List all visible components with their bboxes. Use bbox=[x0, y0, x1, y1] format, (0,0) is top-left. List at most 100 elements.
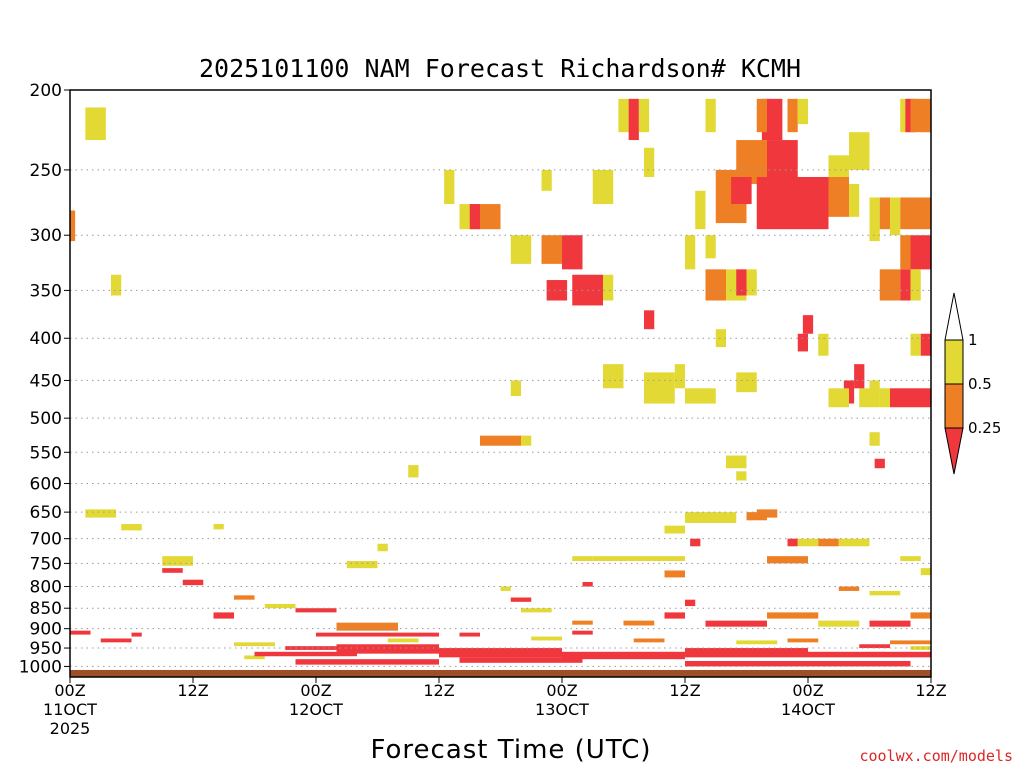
heatmap-cell bbox=[910, 269, 921, 301]
x-tick-label: 2025 bbox=[50, 719, 91, 738]
ground-layer bbox=[70, 669, 931, 677]
x-tick-label: 00Z bbox=[792, 681, 823, 700]
heatmap-cell bbox=[623, 620, 655, 626]
heatmap-cell bbox=[879, 197, 890, 230]
heatmap-cell bbox=[731, 177, 752, 205]
heatmap-cell bbox=[162, 556, 193, 566]
heatmap-cell bbox=[582, 581, 593, 587]
heatmap-cell bbox=[802, 315, 814, 334]
x-tick-label: 00Z bbox=[54, 681, 85, 700]
heatmap-cell bbox=[70, 210, 76, 242]
heatmap-cell bbox=[131, 632, 142, 637]
heatmap-cell bbox=[336, 622, 398, 631]
heatmap-cell bbox=[685, 599, 696, 607]
legend-swatch-yellow bbox=[944, 339, 964, 385]
heatmap-cell bbox=[797, 333, 808, 352]
heatmap-cell bbox=[690, 538, 701, 547]
heatmap-cell bbox=[541, 235, 562, 264]
gridlines bbox=[70, 169, 931, 667]
heatmap-cell bbox=[756, 98, 767, 133]
heatmap-cell bbox=[500, 586, 511, 591]
heatmap-cell bbox=[879, 269, 901, 301]
heatmap-cell bbox=[603, 364, 624, 389]
heatmap-cell bbox=[664, 525, 685, 534]
heatmap-cell bbox=[900, 269, 911, 301]
heatmap-cell bbox=[546, 280, 568, 301]
heatmap-cell bbox=[920, 333, 931, 356]
heatmap-cell bbox=[767, 612, 819, 619]
plot-frame bbox=[69, 89, 932, 678]
heatmap-cell bbox=[618, 98, 629, 133]
heatmap-cell bbox=[869, 197, 880, 242]
credit-text: coolwx.com/models bbox=[859, 747, 1013, 765]
y-tick-label: 900 bbox=[30, 620, 62, 640]
heatmap-cell bbox=[767, 140, 798, 184]
heatmap-cell bbox=[336, 644, 439, 654]
heatmap-cell bbox=[695, 190, 706, 230]
heatmap-cell bbox=[633, 638, 665, 643]
y-tick-label: 600 bbox=[30, 474, 62, 494]
heatmap-cell bbox=[592, 556, 685, 561]
heatmap-cell bbox=[828, 155, 849, 184]
heatmap-cells bbox=[70, 98, 931, 667]
heatmap-cell bbox=[562, 235, 583, 270]
heatmap-cell bbox=[213, 524, 224, 530]
heatmap-cell bbox=[797, 98, 808, 125]
y-tick-label: 800 bbox=[30, 577, 62, 597]
legend-swatch-orange bbox=[944, 383, 964, 429]
y-tick-label: 1000 bbox=[19, 657, 62, 677]
heatmap-cell bbox=[674, 364, 685, 389]
heatmap-cell bbox=[377, 543, 388, 552]
heatmap-cell bbox=[705, 269, 726, 301]
y-tick-label: 250 bbox=[30, 161, 62, 181]
x-tick-label: 00Z bbox=[300, 681, 331, 700]
legend-label: 0.5 bbox=[968, 375, 992, 393]
y-tick-label: 650 bbox=[30, 503, 62, 523]
legend-label: 0.25 bbox=[968, 419, 1001, 437]
heatmap-cell bbox=[890, 388, 931, 408]
heatmap-cell bbox=[818, 620, 860, 627]
y-axis: 200 250 300 350 400 450 500 550 600 650 700 750 8008… bbox=[19, 81, 70, 677]
x-tick-label: 14OCT bbox=[781, 700, 835, 719]
heatmap-cell bbox=[572, 630, 593, 635]
heatmap-cell bbox=[854, 364, 865, 389]
heatmap-cell bbox=[890, 197, 901, 236]
heatmap-cell bbox=[387, 638, 419, 643]
heatmap-cell bbox=[664, 612, 685, 619]
heatmap-cell bbox=[295, 608, 337, 613]
y-tick-label: 450 bbox=[30, 371, 62, 391]
y-tick-label: 950 bbox=[30, 639, 62, 659]
heatmap-cell bbox=[910, 235, 931, 270]
y-tick-label: 700 bbox=[30, 530, 62, 550]
heatmap-cell bbox=[213, 612, 234, 619]
heatmap-cell bbox=[644, 147, 655, 178]
heatmap-cell bbox=[874, 458, 885, 469]
heatmap-cell bbox=[70, 630, 91, 635]
heatmap-cell bbox=[808, 651, 931, 658]
heatmap-cell bbox=[531, 636, 562, 641]
y-tick-label: 850 bbox=[30, 599, 62, 619]
heatmap-cell bbox=[879, 388, 890, 408]
chart-title: 2025101100 NAM Forecast Richardson# KCMH bbox=[199, 54, 801, 83]
color-legend: 1 0.5 0.25 bbox=[944, 292, 1001, 475]
heatmap-cell bbox=[439, 648, 562, 658]
heatmap-cell bbox=[562, 651, 685, 660]
heatmap-cell bbox=[162, 568, 183, 573]
heatmap-cell bbox=[100, 638, 132, 643]
heatmap-cell bbox=[787, 98, 798, 133]
heatmap-cell bbox=[254, 651, 357, 657]
heatmap-cell bbox=[849, 132, 870, 170]
x-axis-label: Forecast Time (UTC) bbox=[370, 735, 651, 765]
heatmap-cell bbox=[244, 655, 265, 660]
heatmap-cell bbox=[736, 269, 747, 296]
heatmap-cell bbox=[828, 388, 849, 408]
heatmap-cell bbox=[480, 435, 521, 446]
heatmap-cell bbox=[295, 659, 439, 665]
heatmap-cell bbox=[264, 603, 296, 609]
heatmap-cell bbox=[767, 556, 808, 564]
heatmap-cell bbox=[910, 612, 931, 619]
heatmap-cell bbox=[85, 107, 106, 141]
heatmap-cell bbox=[572, 620, 593, 625]
